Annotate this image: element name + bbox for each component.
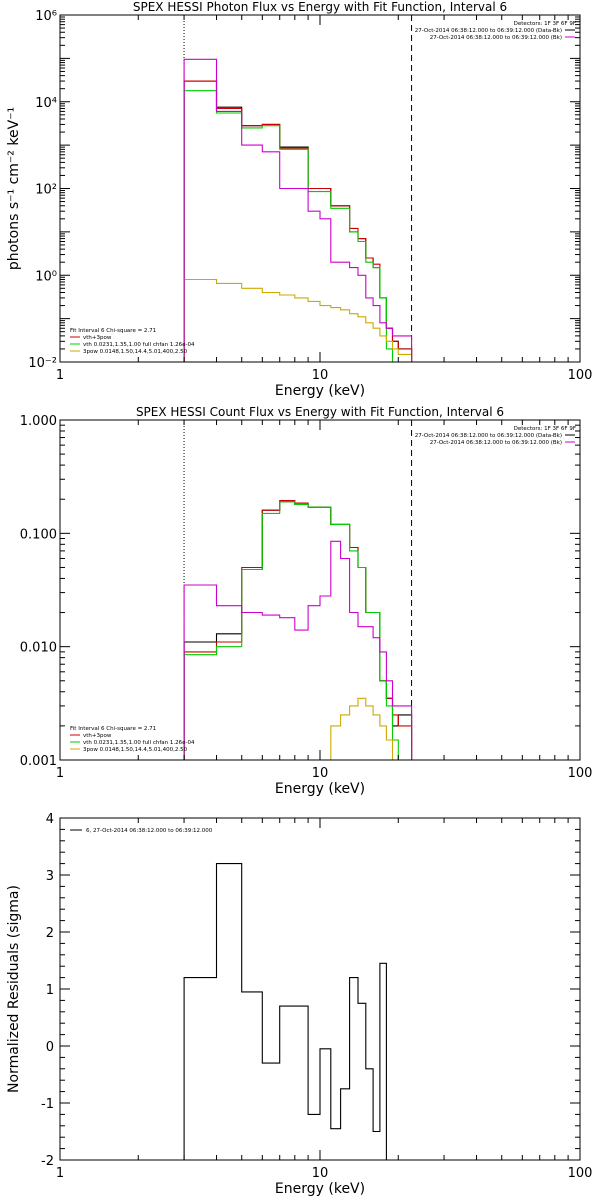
x-axis-label: Energy (keV) (275, 781, 365, 797)
legend-header: Detectors: 1F 3F 6F 9F (514, 426, 576, 432)
y-tick-label: 0.010 (20, 641, 57, 656)
x-tick-label: 100 (568, 368, 593, 383)
legend-label: 27-Oct-2014 06:38:12.000 to 06:39:12.000… (415, 433, 562, 439)
legend-label: 27-Oct-2014 06:38:12.000 to 06:39:12.000… (415, 28, 562, 34)
series-line-bk (183, 540, 413, 760)
y-tick-label: 10² (35, 183, 57, 198)
legend-label: vth+3pow (83, 733, 112, 739)
y-axis-label: Normalized Residuals (sigma) (6, 885, 22, 1093)
x-tick-label: 100 (568, 1166, 593, 1181)
legend-label: 27-Oct-2014 06:38:12.000 to 06:39:12.000… (430, 440, 562, 446)
series-line-bk (183, 58, 413, 362)
y-tick-label: 2 (46, 926, 54, 941)
x-tick-label: 10 (312, 368, 329, 383)
legend-label: 27-Oct-2014 06:38:12.000 to 06:39:12.000… (430, 35, 562, 41)
legend-label: vth+3pow (83, 335, 112, 341)
y-tick-label: 1 (46, 983, 54, 998)
chart-title: SPEX HESSI Photon Flux vs Energy with Fi… (133, 0, 507, 14)
y-tick-label: 1.000 (20, 414, 57, 429)
legend-label: 6, 27-Oct-2014 06:38:12.000 to 06:39:12.… (86, 828, 213, 834)
x-axis-label: Energy (keV) (275, 1181, 365, 1197)
plot-frame (59, 419, 581, 761)
x-tick-label: 1 (56, 766, 64, 781)
x-tick-label: 10 (312, 1166, 329, 1181)
series-line-3pow (183, 278, 413, 362)
panel-3: 1 10 100 Energy (keV) -2 -1 0 1 2 3 4 Normalized Re… (6, 812, 592, 1197)
y-tick-label: 10⁰ (35, 269, 57, 284)
panel-1: SPEX HESSI Photon Flux vs Energy with Fi… (6, 0, 592, 399)
legend-header: Detectors: 1F 3F 6F 9F (514, 21, 576, 27)
y-axis-label: photons s⁻¹ cm⁻² keV⁻¹ (6, 107, 22, 270)
legend-label: vth 0.0231,1.35,1.00 full chfan 1.26e-04 (83, 342, 195, 348)
legend-label: 3pow 0.0148,1.50,14.4,5.01,400,2.50 (83, 349, 188, 355)
series-line-vth (183, 501, 412, 760)
legend-header: Fit Interval 6 Chi-square = 2.71 (70, 726, 156, 732)
y-tick-label: 0.001 (20, 754, 57, 769)
series-line-residuals (183, 863, 412, 1160)
x-tick-label: 1 (56, 368, 64, 383)
y-tick-label: 10⁻² (28, 356, 57, 371)
panel-2: SPEX HESSI Count Flux vs Energy with Fit… (20, 405, 593, 797)
y-tick-label: 0.100 (20, 527, 57, 542)
y-tick-label: 4 (46, 812, 54, 827)
x-tick-label: 10 (312, 766, 329, 781)
y-tick-label: -1 (41, 1097, 54, 1112)
series-line-3pow (184, 697, 412, 760)
y-tick-label: 10⁴ (35, 96, 57, 111)
y-tick-label: 0 (46, 1040, 54, 1055)
series-line-data-bk (183, 501, 413, 760)
legend-label: 3pow 0.0148,1.50,14.4,5.01,400,2.50 (83, 747, 188, 753)
x-tick-label: 100 (568, 766, 593, 781)
series-line-data-bk (183, 80, 413, 362)
y-tick-label: 10⁶ (35, 9, 57, 24)
x-axis-label: Energy (keV) (275, 383, 365, 399)
legend-label: vth 0.0231,1.35,1.00 full chfan 1.26e-04 (83, 740, 195, 746)
legend-header: Fit Interval 6 Chi-square = 2.71 (70, 328, 156, 334)
series-line-vth-3pow (183, 80, 413, 362)
y-tick-label: 3 (46, 869, 54, 884)
chart-title: SPEX HESSI Count Flux vs Energy with Fit… (136, 405, 504, 419)
x-tick-label: 1 (56, 1166, 64, 1181)
series-line-vth (183, 90, 412, 362)
y-tick-label: -2 (41, 1154, 54, 1169)
